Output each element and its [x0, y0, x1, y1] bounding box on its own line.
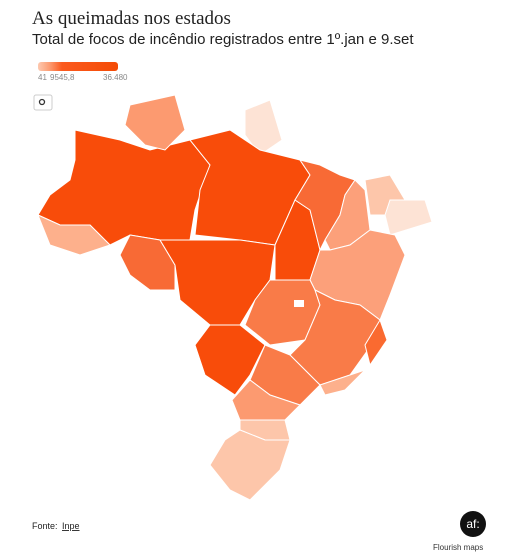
logo-text: af: [466, 517, 479, 531]
state[interactable] [244, 99, 283, 156]
state[interactable] [124, 94, 186, 151]
logo[interactable] [460, 511, 486, 537]
state[interactable] [384, 199, 433, 236]
state[interactable] [231, 379, 301, 421]
state[interactable] [37, 214, 111, 256]
legend-mid: 9545,8 [50, 73, 75, 82]
subtitle: Total de focos de incêndio registrados e… [32, 31, 414, 48]
state[interactable] [294, 300, 304, 307]
credit[interactable]: Flourish maps [433, 543, 483, 552]
source-link[interactable]: Inpe [62, 521, 80, 531]
states [37, 94, 433, 501]
source-label: Fonte: [32, 521, 58, 531]
title: As queimadas nos estados [32, 8, 231, 29]
state[interactable] [364, 318, 388, 367]
state[interactable] [209, 429, 291, 501]
state[interactable] [319, 369, 366, 396]
search-button[interactable] [33, 94, 53, 111]
search-icon [38, 98, 46, 106]
legend-min: 41 [38, 73, 47, 82]
state[interactable] [159, 239, 276, 326]
state[interactable] [244, 279, 321, 346]
legend-scale [38, 62, 118, 71]
legend-max: 36.480 [103, 73, 128, 82]
state[interactable] [194, 324, 266, 396]
